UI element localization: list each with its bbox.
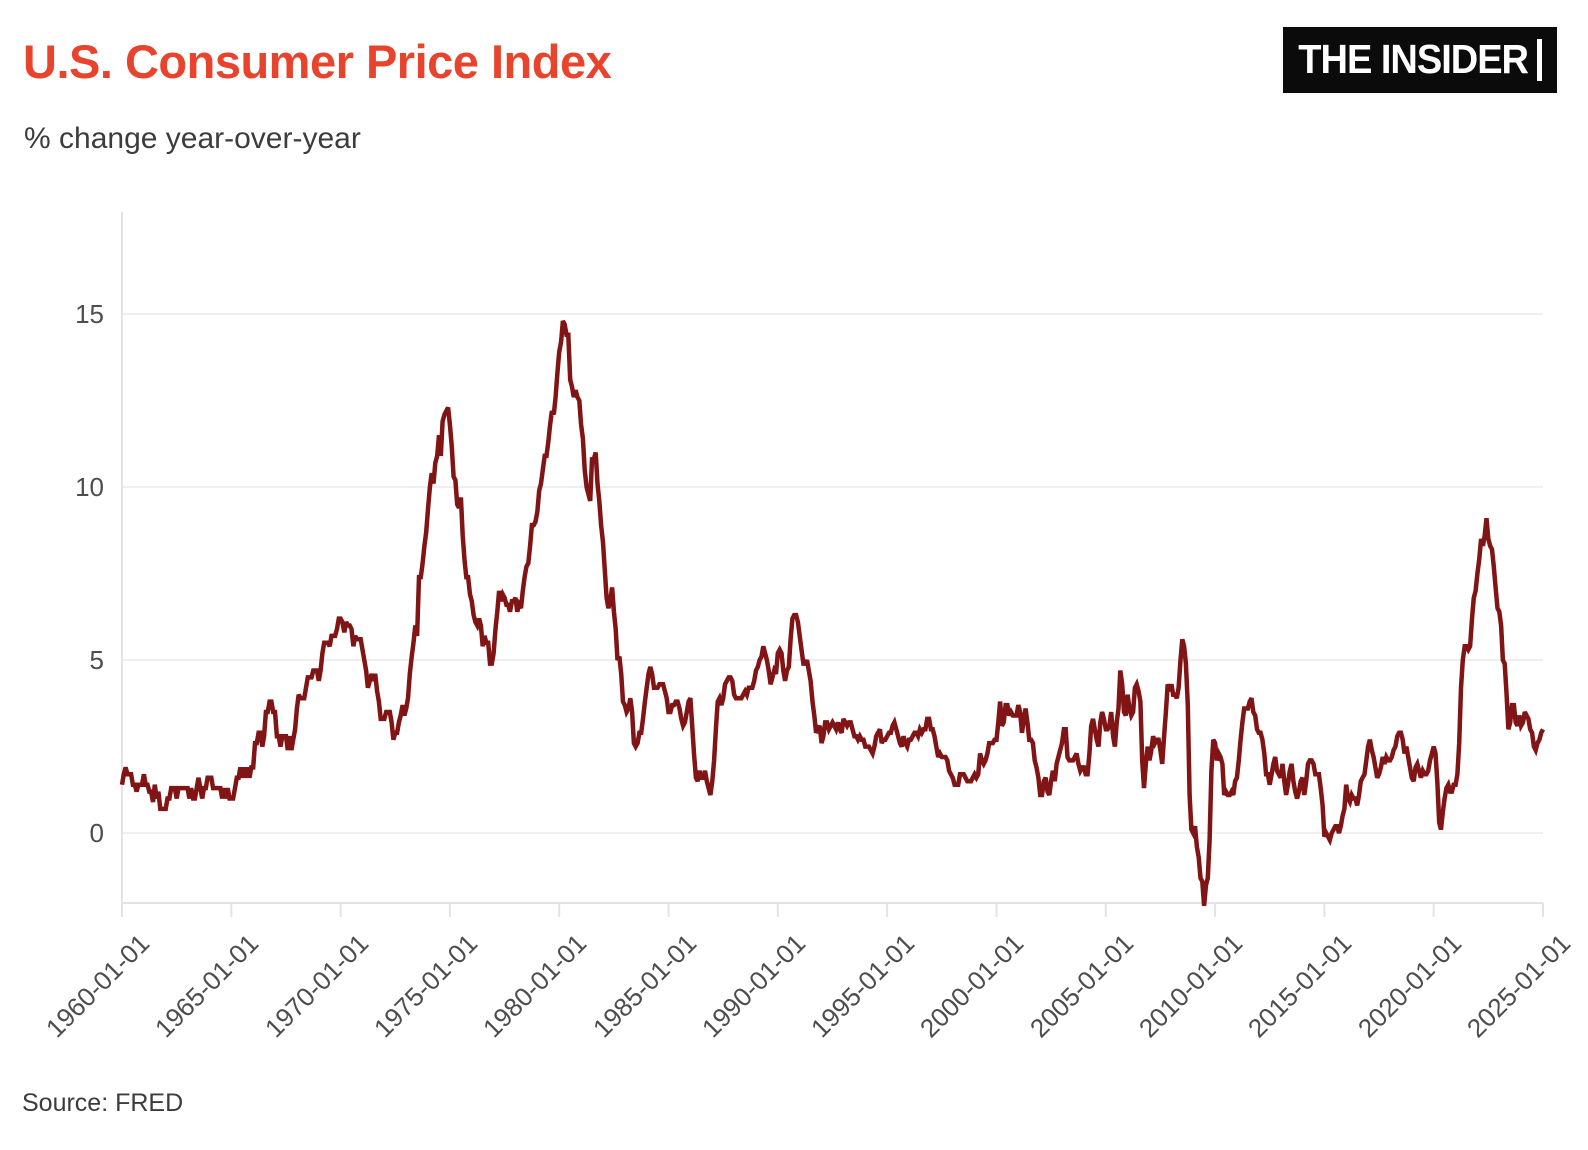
source-note: Source: FRED bbox=[22, 1089, 184, 1117]
y-tick-label: 0 bbox=[89, 818, 104, 849]
cpi-line-series bbox=[119, 319, 1546, 907]
y-tick-label: 5 bbox=[89, 645, 104, 676]
y-tick-label: 15 bbox=[75, 299, 104, 330]
brand-logo: THE INSIDER bbox=[1283, 27, 1557, 93]
chart-subtitle: % change year-over-year bbox=[24, 122, 361, 155]
page-title: U.S. Consumer Price Index bbox=[23, 35, 612, 88]
brand-logo-text: THE INSIDER bbox=[1298, 36, 1529, 83]
brand-logo-bar bbox=[1537, 39, 1542, 81]
y-tick-label: 10 bbox=[75, 472, 104, 503]
